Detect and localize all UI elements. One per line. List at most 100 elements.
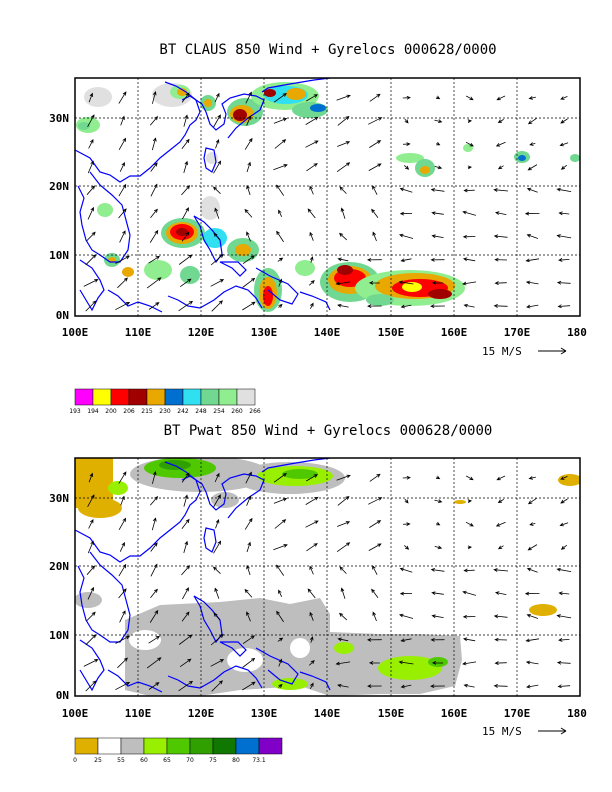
wind-arrow bbox=[462, 614, 476, 619]
top-map bbox=[74, 77, 581, 317]
wind-arrow bbox=[88, 92, 94, 103]
wind-arrow bbox=[399, 567, 413, 573]
wind-arrow bbox=[493, 304, 508, 308]
top-vector-scale-label: 15 M/S bbox=[482, 345, 522, 358]
bottom-xtick: 180 bbox=[567, 707, 587, 720]
wind-arrow bbox=[497, 499, 504, 503]
wind-arrow bbox=[368, 281, 380, 285]
wind-arrow bbox=[149, 229, 159, 243]
wind-arrow bbox=[340, 587, 346, 599]
wind-arrow bbox=[529, 142, 536, 146]
colorbar-swatch bbox=[120, 737, 145, 755]
wind-arrow bbox=[213, 540, 222, 554]
bottom-map bbox=[74, 457, 581, 697]
wind-arrow bbox=[527, 497, 537, 505]
wind-arrow bbox=[368, 117, 383, 125]
top-grid bbox=[75, 78, 580, 316]
wind-arrow bbox=[115, 255, 131, 264]
wind-arrow bbox=[402, 95, 411, 100]
wind-arrow bbox=[150, 162, 158, 172]
wind-arrow bbox=[369, 140, 382, 148]
bottom-ytick: 10N bbox=[49, 629, 69, 642]
top-xtick: 100E bbox=[62, 326, 89, 339]
wind-arrow bbox=[369, 520, 382, 528]
wind-arrow bbox=[339, 186, 347, 194]
wind-arrow bbox=[463, 683, 475, 688]
wind-arrow bbox=[526, 304, 539, 309]
wind-arrow bbox=[467, 165, 473, 170]
wind-arrow bbox=[245, 91, 252, 104]
wind-arrow bbox=[276, 564, 285, 576]
wind-arrow bbox=[88, 472, 94, 483]
wind-arrow bbox=[556, 660, 571, 665]
wind-arrow bbox=[524, 591, 540, 596]
wind-arrow bbox=[399, 613, 414, 619]
wind-arrow bbox=[465, 521, 474, 527]
wind-arrow bbox=[242, 301, 256, 311]
wind-arrow bbox=[404, 498, 409, 504]
wind-arrow bbox=[435, 475, 441, 480]
top-xtick: 140E bbox=[314, 326, 341, 339]
wind-arrow bbox=[526, 567, 538, 573]
wind-arrow bbox=[210, 254, 224, 266]
top-xtick: 120E bbox=[188, 326, 215, 339]
wind-arrow bbox=[148, 635, 160, 644]
colorbar-swatch bbox=[128, 388, 148, 406]
wind-arrow bbox=[309, 659, 315, 666]
wind-arrow bbox=[183, 494, 189, 507]
colorbar-swatch bbox=[92, 388, 112, 406]
wind-arrow bbox=[214, 587, 220, 599]
wind-arrow bbox=[182, 587, 189, 600]
colorbar-label: 0 bbox=[73, 757, 77, 764]
wind-arrow bbox=[150, 588, 158, 599]
wind-arrow bbox=[213, 114, 221, 128]
bottom-xtick: 100E bbox=[62, 707, 89, 720]
wind-arrow bbox=[309, 185, 314, 195]
wind-arrow bbox=[526, 614, 539, 619]
wind-arrow bbox=[526, 187, 538, 193]
colorbar-label: 65 bbox=[163, 757, 171, 764]
wind-arrow bbox=[431, 614, 444, 619]
wind-arrow bbox=[525, 280, 539, 285]
wind-arrow bbox=[493, 614, 508, 619]
wind-arrow bbox=[435, 95, 441, 100]
wind-arrow bbox=[183, 540, 189, 554]
wind-arrow bbox=[181, 231, 190, 242]
colorbar-label: 200 bbox=[105, 408, 117, 415]
colorbar-swatch bbox=[97, 737, 122, 755]
wind-arrow bbox=[215, 519, 220, 529]
wind-arrow bbox=[404, 545, 410, 550]
colorbar-label: 73.1 bbox=[252, 757, 266, 764]
wind-arrow bbox=[372, 565, 378, 575]
wind-arrow bbox=[244, 208, 253, 218]
wind-arrow bbox=[309, 279, 315, 286]
wind-arrow bbox=[560, 118, 568, 124]
wind-arrow bbox=[400, 258, 412, 263]
wind-arrow bbox=[399, 187, 413, 193]
wind-arrow bbox=[557, 304, 571, 309]
wind-arrow bbox=[211, 680, 223, 692]
colorbar-swatch bbox=[146, 388, 166, 406]
wind-arrow bbox=[526, 234, 539, 239]
wind-arrow bbox=[242, 255, 255, 265]
wind-arrow bbox=[214, 472, 220, 483]
wind-arrow bbox=[278, 589, 283, 597]
top-y-ticks: 0N 10N 20N 30N bbox=[49, 112, 69, 322]
wind-arrow bbox=[404, 165, 410, 170]
wind-arrow bbox=[430, 568, 445, 572]
wind-arrow bbox=[337, 257, 349, 262]
wind-arrow bbox=[273, 497, 288, 504]
wind-arrow bbox=[182, 207, 189, 220]
wind-arrow bbox=[527, 117, 537, 125]
wind-arrow bbox=[310, 682, 314, 689]
wind-arrow bbox=[88, 518, 94, 529]
wind-arrow bbox=[117, 657, 128, 669]
wind-arrow bbox=[245, 471, 252, 484]
wind-arrow bbox=[88, 138, 94, 149]
bottom-xtick: 150E bbox=[378, 707, 405, 720]
top-ytick: 0N bbox=[56, 309, 69, 322]
wind-arrow bbox=[211, 300, 223, 312]
wind-arrow bbox=[149, 609, 159, 623]
wind-arrow bbox=[118, 517, 127, 530]
colorbar-swatch bbox=[212, 737, 237, 755]
